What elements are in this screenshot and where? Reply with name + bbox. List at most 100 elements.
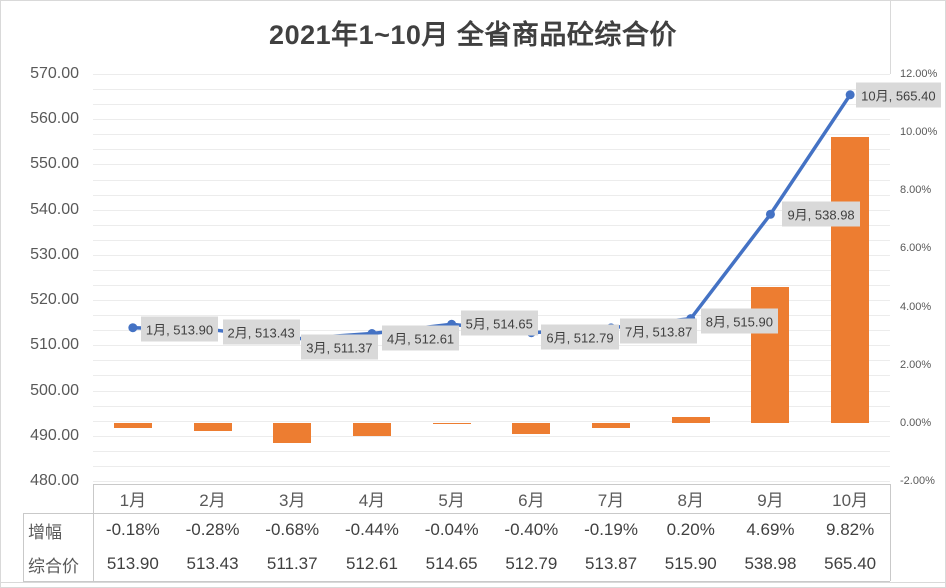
gridline — [93, 239, 890, 241]
left-axis-tick: 500.00 — [30, 381, 79, 399]
line-marker-10月 — [845, 90, 855, 100]
bottom-rule — [1, 582, 945, 583]
price-line — [132, 93, 852, 341]
gridline — [93, 360, 890, 362]
bar-3月 — [273, 422, 312, 443]
month-header-cell: 4月 — [358, 491, 386, 510]
gridline — [93, 89, 890, 91]
gridline — [93, 481, 890, 482]
month-header-cell: 10月 — [832, 491, 869, 510]
growth-cell: -0.40% — [504, 520, 559, 539]
right-axis-tick: 8.00% — [900, 184, 932, 197]
growth-cell: 9.82% — [826, 520, 875, 539]
gridline — [93, 420, 890, 422]
bar-4月 — [352, 422, 391, 436]
gridline — [93, 224, 890, 226]
point-label-4月: 4月, 512.61 — [381, 325, 460, 351]
right-axis-tick: 2.00% — [900, 358, 932, 371]
month-header-cell: 8月 — [677, 491, 704, 510]
price-cell: 512.79 — [505, 554, 558, 573]
bar-10月 — [831, 137, 870, 423]
gridline — [93, 104, 890, 106]
gridline — [93, 179, 890, 181]
price-cell: 538.98 — [744, 554, 797, 573]
gridline — [93, 435, 890, 437]
left-axis-tick: 570.00 — [30, 65, 79, 82]
bar-8月 — [671, 417, 710, 423]
row-header-growth: 增幅 — [28, 522, 62, 542]
bar-1月 — [113, 422, 152, 429]
left-axis-tick: 480.00 — [30, 472, 79, 489]
bar-7月 — [592, 422, 631, 429]
point-label-3月: 3月, 511.37 — [301, 334, 378, 360]
month-header-cell: 7月 — [597, 491, 625, 510]
growth-cell: 0.20% — [666, 520, 715, 539]
left-axis-tick: 530.00 — [30, 245, 79, 263]
price-cell: 512.61 — [345, 554, 398, 573]
gridline — [93, 405, 890, 407]
point-label-5月: 5月, 514.65 — [460, 310, 538, 336]
price-cell: 514.65 — [425, 554, 478, 573]
price-cell: 513.87 — [585, 554, 638, 573]
gridline — [93, 269, 890, 271]
gridline — [93, 164, 890, 166]
month-header-cell: 6月 — [518, 491, 545, 510]
point-label-9月: 9月, 538.98 — [782, 201, 860, 227]
month-header-cell: 1月 — [119, 491, 147, 510]
gridline — [93, 390, 890, 392]
growth-cell: 4.69% — [746, 520, 795, 539]
month-header-cell: 3月 — [279, 491, 306, 510]
gridline — [93, 254, 890, 256]
price-cell: 513.90 — [106, 554, 159, 573]
growth-cell: -0.44% — [345, 520, 399, 539]
month-header-cell: 2月 — [199, 491, 226, 510]
table-border — [93, 484, 94, 581]
point-label-1月: 1月, 513.90 — [140, 316, 219, 342]
right-axis-tick: 0.00% — [900, 416, 932, 429]
gridline — [93, 74, 890, 75]
price-cell: 511.37 — [266, 554, 318, 573]
growth-cell: -0.04% — [424, 520, 479, 539]
growth-cell: -0.28% — [185, 520, 240, 539]
point-label-7月: 7月, 513.87 — [620, 318, 698, 344]
gridline — [93, 149, 890, 151]
growth-cell: -0.18% — [105, 520, 160, 539]
point-label-10月: 10月, 565.40 — [856, 82, 941, 108]
bar-9月 — [751, 286, 790, 423]
plot-right-border — [890, 1, 891, 74]
gridline — [93, 209, 890, 211]
line-marker-9月 — [765, 209, 775, 219]
chart-title: 2021年1~10月 全省商品砼综合价 — [269, 20, 677, 50]
gridline — [93, 465, 890, 467]
table-border — [23, 581, 890, 582]
gridline — [93, 119, 890, 121]
gridline — [93, 194, 890, 196]
left-axis-tick: 550.00 — [30, 155, 79, 173]
price-cell: 565.40 — [824, 554, 877, 573]
month-header-cell: 5月 — [438, 491, 465, 510]
left-axis-tick: 510.00 — [30, 336, 79, 354]
price-cell: 513.43 — [186, 554, 239, 573]
left-axis-tick: 490.00 — [30, 426, 79, 444]
bar-5月 — [432, 422, 471, 424]
point-label-8月: 8月, 515.90 — [700, 308, 778, 334]
month-header-cell: 9月 — [757, 491, 784, 510]
left-axis-tick: 560.00 — [30, 110, 79, 128]
growth-cell: -0.68% — [265, 520, 320, 539]
gridline — [93, 375, 890, 377]
price-cell: 515.90 — [664, 554, 717, 573]
right-axis-tick: 10.00% — [900, 126, 938, 139]
right-axis-tick: -2.00% — [900, 475, 935, 487]
left-axis-tick: 520.00 — [30, 291, 79, 309]
right-axis-tick: 12.00% — [900, 68, 938, 80]
table-border — [23, 513, 890, 514]
gridline — [93, 450, 890, 452]
point-label-2月: 2月, 513.43 — [222, 319, 300, 345]
bar-2月 — [193, 422, 232, 431]
table-border — [890, 484, 891, 581]
point-label-6月: 6月, 512.79 — [541, 324, 619, 350]
left-axis-tick: 540.00 — [30, 200, 79, 218]
table-border — [93, 484, 890, 485]
gridline — [93, 345, 890, 347]
